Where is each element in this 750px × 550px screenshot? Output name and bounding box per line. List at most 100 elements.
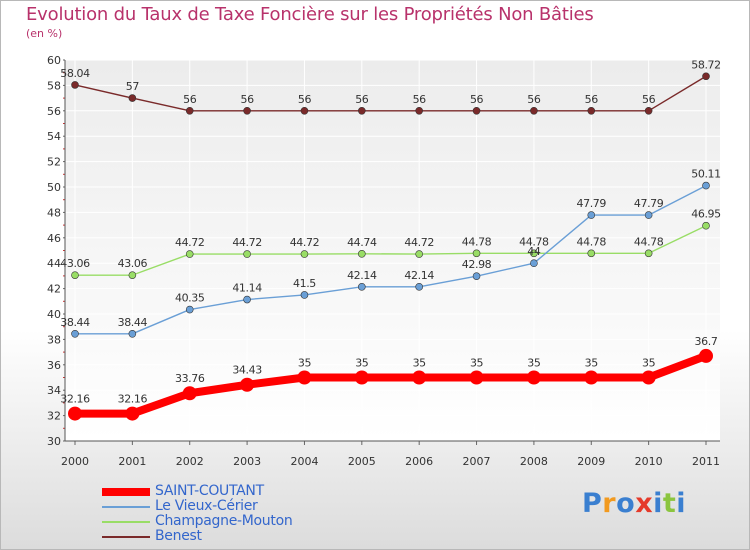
data-point-saint-coutant (412, 370, 427, 385)
data-label-le-vieux-c-rier: 44 (527, 245, 541, 258)
data-label-champagne-mouton: 46.95 (691, 208, 721, 221)
legend-item: SAINT-COUTANT (102, 483, 362, 499)
x-tick-label: 2010 (635, 455, 663, 468)
legend-label: Le Vieux-Cérier (155, 498, 258, 514)
data-label-benest: 56 (642, 93, 656, 106)
data-point-champagne-mouton (358, 250, 366, 258)
data-point-benest (472, 107, 481, 115)
chart-legend: SAINT-COUTANT Le Vieux-Cérier Champagne-Mo… (102, 483, 362, 544)
data-point-le-vieux-c-rier (644, 211, 653, 219)
data-label-benest: 56 (355, 93, 369, 106)
x-tick-label: 2007 (463, 455, 491, 468)
data-label-champagne-mouton: 44.72 (232, 236, 262, 249)
x-tick-label: 2006 (405, 455, 433, 468)
data-point-benest (185, 107, 194, 115)
data-label-le-vieux-c-rier: 40.35 (175, 292, 205, 305)
data-point-le-vieux-c-rier (702, 181, 710, 190)
y-tick-label: 48 (47, 206, 61, 219)
x-tick-label: 2003 (233, 455, 261, 468)
data-point-le-vieux-c-rier (185, 305, 194, 314)
data-point-champagne-mouton (300, 250, 309, 258)
data-label-benest: 56 (470, 93, 484, 106)
x-tick-label: 2011 (692, 455, 720, 468)
data-point-champagne-mouton (530, 249, 538, 258)
data-label-saint-coutant: 32.16 (118, 393, 148, 406)
data-label-le-vieux-c-rier: 47.79 (577, 197, 607, 210)
x-tick-label: 2000 (61, 455, 89, 468)
legend-swatch (102, 535, 150, 538)
data-label-champagne-mouton: 44.72 (404, 236, 434, 249)
data-label-le-vieux-c-rier: 42.14 (347, 269, 377, 282)
series-line-champagne-mouton (74, 225, 707, 276)
data-label-saint-coutant: 35 (527, 357, 541, 370)
data-point-saint-coutant (469, 370, 484, 385)
series-line-saint-coutant (71, 351, 710, 418)
legend-swatch (102, 520, 150, 523)
data-label-champagne-mouton: 44.72 (175, 236, 205, 249)
data-label-benest: 56 (585, 93, 599, 106)
data-point-saint-coutant (641, 370, 656, 385)
data-point-benest (243, 107, 251, 115)
data-label-le-vieux-c-rier: 38.44 (118, 316, 148, 329)
logo-letter: r (602, 488, 617, 519)
data-label-benest: 56 (413, 93, 427, 106)
data-label-champagne-mouton: 44.74 (347, 236, 377, 249)
data-point-benest (587, 107, 596, 115)
x-tick-label: 2005 (348, 455, 376, 468)
logo-letter: o (616, 488, 636, 519)
legend-item: Benest (102, 528, 362, 544)
data-label-saint-coutant: 34.43 (232, 364, 262, 377)
x-tick-label: 2009 (577, 455, 605, 468)
data-point-champagne-mouton (702, 221, 710, 230)
data-label-saint-coutant: 35 (413, 357, 427, 370)
data-point-champagne-mouton (472, 249, 481, 258)
data-point-saint-coutant (297, 370, 312, 385)
logo-letter: x (635, 488, 654, 519)
data-label-le-vieux-c-rier: 42.98 (462, 258, 492, 271)
y-tick-label: 58 (47, 79, 61, 92)
y-tick-label: 34 (47, 384, 61, 397)
data-point-benest (358, 107, 366, 115)
data-point-champagne-mouton (71, 271, 79, 279)
plot-area (65, 60, 720, 441)
logo-letter: i (676, 488, 687, 519)
data-label-saint-coutant: 35 (642, 357, 656, 370)
data-point-benest (128, 94, 137, 102)
data-point-le-vieux-c-rier (587, 211, 596, 219)
data-point-le-vieux-c-rier (415, 283, 423, 291)
data-point-benest (702, 72, 710, 81)
data-point-saint-coutant (354, 370, 369, 385)
data-point-champagne-mouton (587, 249, 596, 258)
x-tick-label: 2001 (118, 455, 146, 468)
data-label-champagne-mouton: 43.06 (60, 257, 90, 270)
chart-title: Evolution du Taux de Taxe Foncière sur l… (26, 4, 594, 25)
data-point-benest (415, 107, 423, 115)
data-label-champagne-mouton: 44.72 (290, 236, 320, 249)
data-point-champagne-mouton (415, 250, 423, 258)
data-label-saint-coutant: 35 (470, 357, 484, 370)
data-point-champagne-mouton (644, 249, 653, 258)
y-tick-label: 36 (47, 359, 61, 372)
data-point-benest (71, 81, 79, 89)
data-point-champagne-mouton (243, 250, 251, 258)
logo-letter: t (662, 488, 677, 519)
y-tick-label: 46 (47, 232, 61, 245)
data-label-saint-coutant: 32.16 (60, 393, 90, 406)
legend-item: Le Vieux-Cérier (102, 498, 362, 514)
data-label-benest: 58.04 (60, 67, 90, 80)
data-point-le-vieux-c-rier (472, 272, 481, 280)
legend-swatch (102, 505, 150, 508)
data-label-champagne-mouton: 43.06 (118, 257, 148, 270)
y-tick-label: 40 (47, 308, 61, 321)
data-label-benest: 56 (183, 93, 197, 106)
data-point-saint-coutant (182, 386, 197, 401)
data-label-champagne-mouton: 44.78 (577, 235, 607, 248)
data-point-benest (530, 107, 538, 115)
legend-swatch (102, 487, 150, 496)
data-point-le-vieux-c-rier (243, 295, 251, 304)
proxiti-logo: Proxiti (582, 488, 686, 519)
data-point-benest (644, 107, 653, 115)
data-label-le-vieux-c-rier: 41.14 (232, 282, 262, 295)
data-label-champagne-mouton: 44.78 (519, 235, 549, 248)
data-point-champagne-mouton (128, 271, 137, 279)
